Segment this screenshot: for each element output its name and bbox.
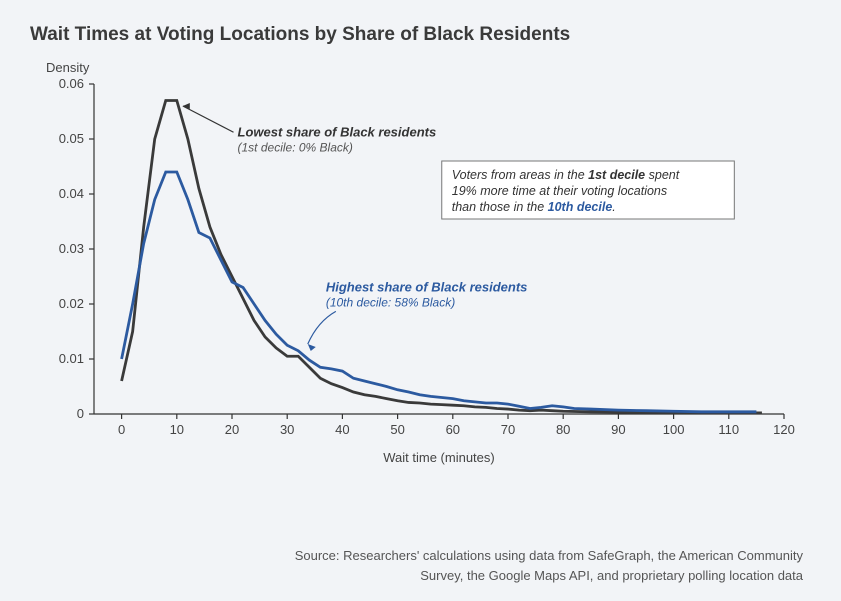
y-tick-label: 0.04 [59,186,84,201]
y-tick-label: 0.02 [59,296,84,311]
x-tick-label: 20 [225,422,239,437]
x-axis-title: Wait time (minutes) [383,450,494,465]
y-tick-label: 0.01 [59,351,84,366]
callout-line2: 19% more time at their voting locations [452,184,667,198]
callout-line3: than those in the 10th decile. [452,200,616,214]
callout-line1: Voters from areas in the 1st decile spen… [452,168,680,182]
source-citation: Source: Researchers' calculations using … [283,546,803,585]
x-tick-label: 110 [718,422,739,437]
x-tick-label: 120 [773,422,795,437]
x-tick-label: 80 [556,422,570,437]
x-tick-label: 90 [611,422,625,437]
x-tick-label: 40 [335,422,349,437]
y-tick-label: 0.06 [59,76,84,91]
chart-title: Wait Times at Voting Locations by Share … [30,24,811,46]
x-tick-label: 70 [501,422,515,437]
y-axis-title: Density [46,60,90,75]
density-chart: 0 10 20 30 40 50 60 70 80 90 100 110 120 Wait time (m… [30,54,811,484]
chart-container: 0 10 20 30 40 50 60 70 80 90 100 110 120 Wait time (m… [30,54,811,484]
x-tick-label: 10 [170,422,184,437]
annotation-lowest: Lowest share of Black residents [238,124,437,139]
annotation-highest-sub: (10th decile: 58% Black) [326,295,455,309]
annotation-lowest-sub: (1st decile: 0% Black) [238,140,353,154]
x-tick-label: 50 [390,422,404,437]
annotation-highest: Highest share of Black residents [326,279,528,294]
x-tick-label: 0 [118,422,125,437]
series-line [122,101,762,413]
x-tick-label: 100 [663,422,685,437]
x-tick-label: 60 [446,422,460,437]
y-tick-label: 0 [77,406,84,421]
x-tick-label: 30 [280,422,294,437]
y-tick-label: 0.05 [59,131,84,146]
y-tick-label: 0.03 [59,241,84,256]
